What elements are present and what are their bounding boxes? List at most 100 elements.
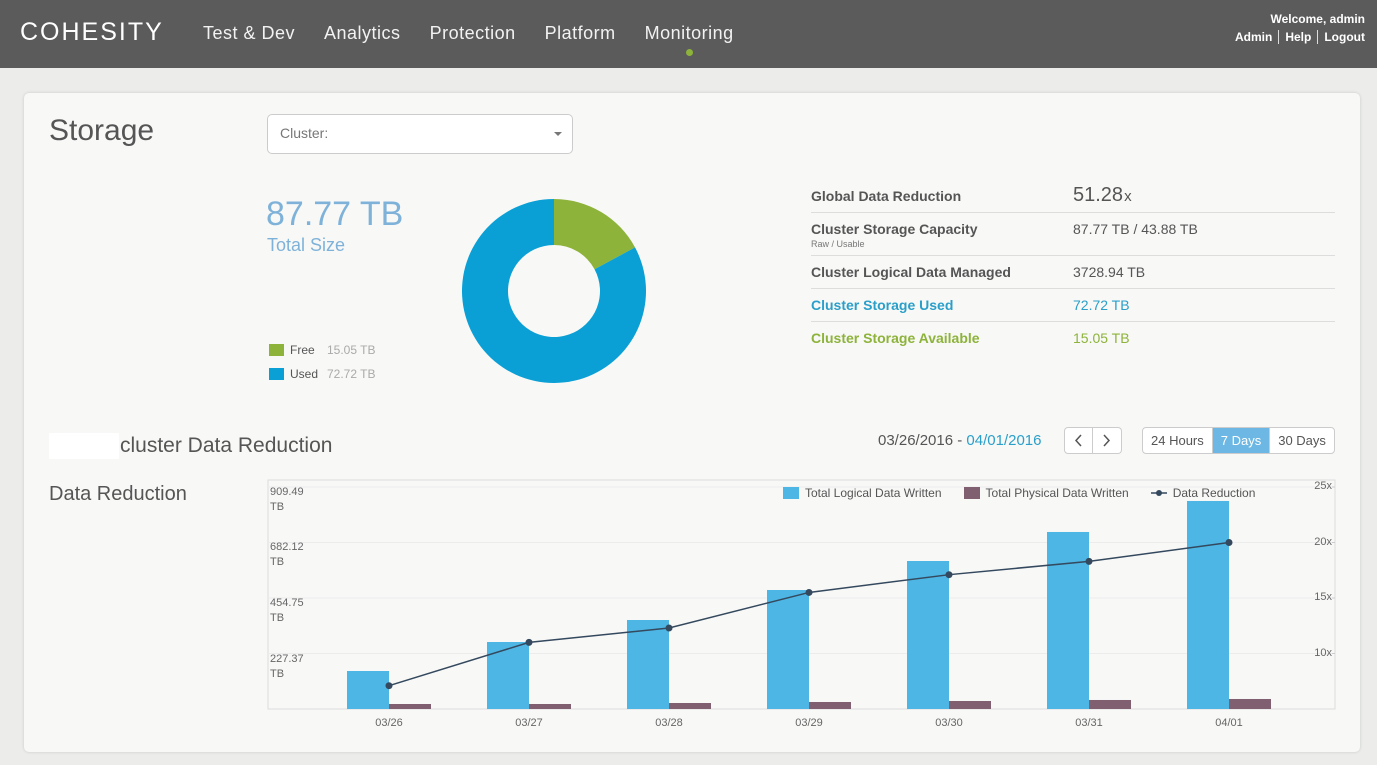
bar — [1187, 500, 1229, 709]
legend-item: Total Physical Data Written — [963, 486, 1129, 500]
y2-tick-label: 15x — [1314, 591, 1332, 603]
bar — [907, 561, 949, 709]
x-tick-label: 03/27 — [515, 717, 543, 729]
usage-donut — [462, 199, 646, 383]
total-size-label: Total Size — [267, 235, 346, 255]
user-link[interactable]: Admin — [1234, 30, 1273, 44]
bar — [669, 702, 711, 709]
user-links: Admin Help Logout — [1229, 30, 1365, 44]
legend-swatch — [269, 344, 284, 356]
bar — [767, 590, 809, 709]
stats-value-number: 72.72 TB — [1073, 297, 1130, 313]
stats-sublabel: Raw / Usable — [811, 239, 865, 249]
stats-label: Cluster Storage Capacity — [811, 221, 978, 237]
donut-slice — [462, 199, 646, 383]
stats-value: 15.05 TB — [1073, 330, 1130, 348]
x-tick-label: 03/31 — [1075, 717, 1103, 729]
date-end: 04/01/2016 — [966, 432, 1042, 449]
total-size-value: 87.77 TB — [266, 195, 404, 233]
stats-value: 51.28x — [1073, 184, 1132, 207]
y-tick-label: 909.49 TB — [270, 486, 304, 513]
x-tick-label: 04/01 — [1215, 717, 1243, 729]
stats-label: Global Data Reduction — [811, 188, 962, 204]
stats-row: Cluster Storage Capacity Raw / Usable 87.7… — [811, 213, 1335, 256]
bar — [1089, 699, 1131, 709]
y2-tick-label: 10x — [1314, 646, 1332, 659]
bar — [627, 620, 669, 709]
x-tick-label: 03/30 — [935, 717, 963, 729]
y-tick-label: 227.37 TB — [270, 652, 304, 680]
range-button[interactable]: 24 Hours — [1151, 433, 1204, 448]
bar — [487, 641, 529, 709]
stats-value-number: 15.05 TB — [1073, 330, 1130, 346]
date-sep: - — [957, 432, 963, 449]
stats-value: 72.72 TB — [1073, 297, 1130, 315]
stats-row: Cluster Logical Data Managed 3728.94 TB — [811, 256, 1335, 289]
logo[interactable]: COHESITY — [20, 18, 164, 46]
bar — [347, 670, 389, 709]
cluster-dropdown[interactable]: Cluster: — [267, 114, 573, 154]
nav-item[interactable]: Protection — [429, 23, 516, 43]
x-tick-label: 03/29 — [795, 717, 823, 729]
date-range: 03/26/2016 - 04/01/2016 — [878, 432, 1042, 449]
legend-label: Total Physical Data Written — [985, 486, 1129, 500]
stats-row: Cluster Storage Used 72.72 TB — [811, 289, 1335, 322]
nav-item[interactable]: Test & Dev — [203, 23, 296, 43]
stats-table: Global Data Reduction 51.28x Cluster Stora… — [811, 180, 1335, 355]
bar — [809, 701, 851, 709]
prev-icon — [1074, 434, 1082, 447]
nav: Test & Dev Analytics Protection Platform Mon… — [203, 23, 734, 56]
stats-row: Global Data Reduction 51.28x — [811, 180, 1335, 213]
page-title: Storage — [49, 114, 155, 147]
stats-label: Cluster Storage Available — [811, 330, 980, 346]
legend-swatch — [963, 487, 980, 499]
bar — [529, 703, 571, 709]
line-point — [1225, 539, 1233, 546]
line-point — [525, 638, 533, 646]
y-tick-label: 454.75 TB — [270, 596, 304, 624]
stats-value-unit: x — [1124, 188, 1132, 205]
nav-item[interactable]: Monitoring — [645, 23, 734, 56]
legend-value: 15.05 TB — [327, 343, 376, 357]
redacted-name — [49, 433, 119, 459]
nav-item[interactable]: Analytics — [324, 23, 401, 43]
next-button[interactable] — [1093, 427, 1122, 454]
stats-value-number: 87.77 TB / 43.88 TB — [1073, 221, 1198, 237]
legend-swatch — [269, 368, 284, 380]
bar — [1229, 698, 1271, 709]
dropdown-label: Cluster: — [280, 125, 329, 141]
legend-label: Total Logical Data Written — [805, 486, 942, 500]
stats-label: Cluster Logical Data Managed — [811, 264, 1011, 280]
line-point — [385, 682, 393, 690]
next-icon — [1103, 434, 1111, 447]
y2-tick-label: 20x — [1314, 535, 1332, 548]
x-tick-label: 03/26 — [375, 717, 403, 729]
legend-label: Free — [290, 343, 315, 357]
y-tick-label: 682.12 TB — [270, 541, 304, 569]
header: COHESITY Test & Dev Analytics Protection Pl… — [0, 0, 1377, 68]
prev-button[interactable] — [1064, 427, 1093, 454]
welcome: Welcome, admin — [1270, 12, 1365, 26]
line-point — [945, 571, 953, 579]
reduction-heading: cluster Data Reduction — [120, 434, 333, 457]
date-start: 03/26/2016 — [878, 432, 954, 449]
legend-line-icon — [1150, 490, 1167, 496]
line-point — [1085, 557, 1093, 565]
user-link[interactable]: Help — [1278, 30, 1317, 44]
caret — [554, 132, 562, 136]
legend-dot — [1155, 490, 1162, 496]
stats-value: 87.77 TB / 43.88 TB — [1073, 221, 1198, 239]
nav-item[interactable]: Platform — [544, 23, 616, 43]
range-button[interactable]: 7 Days — [1211, 428, 1270, 453]
chart-title: Data Reduction — [49, 483, 187, 506]
user-link[interactable]: Logout — [1317, 30, 1365, 44]
legend-swatch — [783, 487, 799, 499]
bar — [949, 700, 991, 709]
y2-tick-label: 25x — [1314, 480, 1332, 492]
donut-slice — [554, 199, 636, 270]
range-button[interactable]: 30 Days — [1269, 428, 1334, 453]
stats-value-number: 51.28 — [1073, 184, 1124, 206]
legend-item: Total Logical Data Written — [783, 486, 942, 500]
